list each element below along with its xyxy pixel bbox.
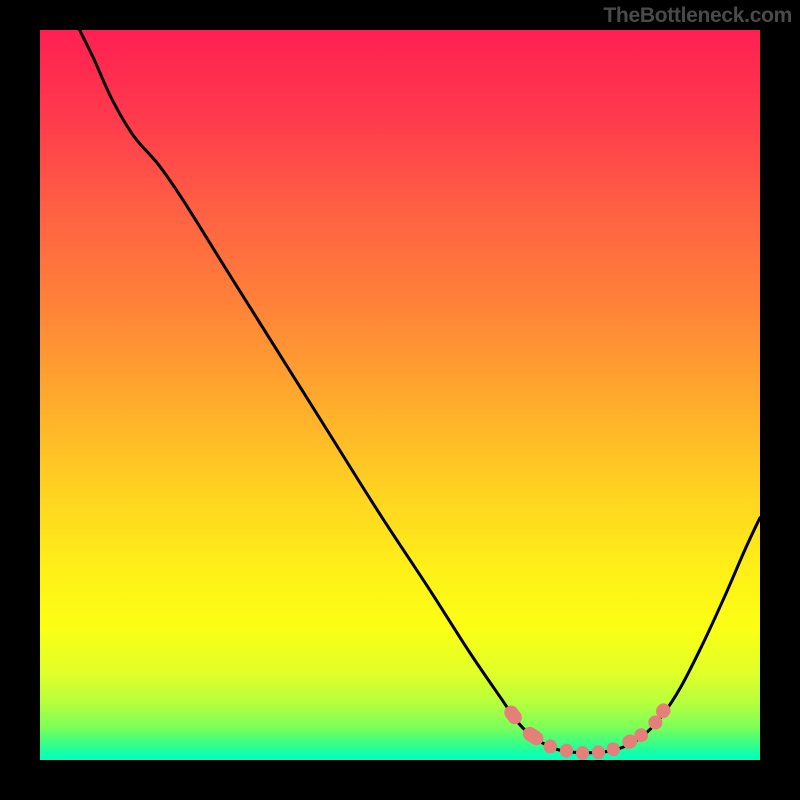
salmon-marker-segment bbox=[576, 746, 589, 760]
plot-area bbox=[40, 30, 760, 760]
attribution-text: TheBottleneck.com bbox=[603, 4, 792, 28]
salmon-marker-segment bbox=[591, 744, 606, 759]
bottleneck-curve bbox=[40, 30, 760, 760]
